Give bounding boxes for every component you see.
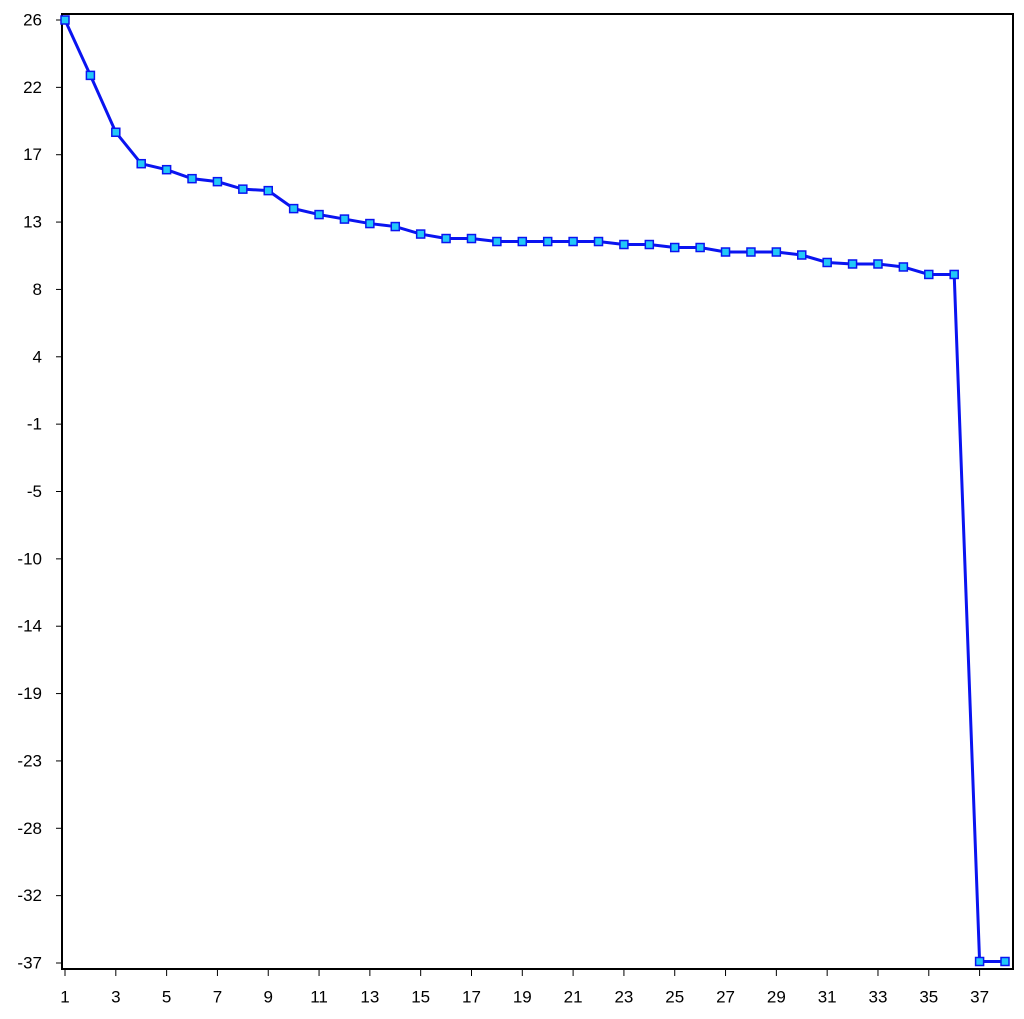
x-tick-label: 15 xyxy=(411,987,430,1006)
x-tick-label: 11 xyxy=(310,987,328,1006)
point-marker xyxy=(288,203,299,214)
point-marker xyxy=(517,236,528,247)
point-marker xyxy=(898,262,909,272)
y-tick-label: -5 xyxy=(27,482,42,501)
plot-frame xyxy=(61,13,1014,970)
x-tick-label: 1 xyxy=(60,987,69,1006)
y-tick-label: 26 xyxy=(23,10,42,29)
point-marker xyxy=(466,233,477,244)
y-tick-label: 22 xyxy=(23,78,42,97)
point-marker xyxy=(60,15,70,25)
x-tick-label: 9 xyxy=(264,987,273,1006)
point-marker xyxy=(669,242,680,253)
x-tick-label: 25 xyxy=(665,987,684,1006)
x-tick-label: 13 xyxy=(360,987,379,1006)
point-marker xyxy=(771,247,782,257)
point-marker xyxy=(822,257,832,268)
point-marker xyxy=(873,259,883,269)
point-marker xyxy=(339,214,350,224)
point-marker xyxy=(415,229,426,239)
y-tick-label: -14 xyxy=(17,617,42,636)
point-marker xyxy=(593,236,604,247)
point-marker xyxy=(187,173,197,184)
x-tick-label: 3 xyxy=(111,987,120,1006)
x-tick-label: 23 xyxy=(614,987,633,1006)
point-marker xyxy=(85,70,96,81)
x-tick-label: 37 xyxy=(970,987,989,1006)
point-marker xyxy=(136,158,146,169)
y-tick-label: -1 xyxy=(27,415,42,434)
y-tick-label: -28 xyxy=(17,819,42,838)
x-tick-label: 29 xyxy=(767,987,786,1006)
y-tick-label: 4 xyxy=(33,347,42,366)
point-marker xyxy=(797,250,807,260)
x-tick-label: 33 xyxy=(869,987,888,1006)
y-tick-label: -32 xyxy=(17,886,42,905)
point-marker xyxy=(924,269,934,280)
point-marker xyxy=(161,164,172,175)
point-marker xyxy=(847,259,858,269)
point-marker xyxy=(1000,956,1010,967)
point-marker xyxy=(949,269,959,280)
y-tick-label: 17 xyxy=(23,145,42,164)
y-tick-label: 13 xyxy=(23,213,42,232)
x-tick-label: 31 xyxy=(818,987,837,1006)
x-tick-label: 35 xyxy=(919,987,938,1006)
point-marker xyxy=(695,242,705,253)
y-tick-label: -19 xyxy=(17,684,42,703)
point-marker xyxy=(492,236,502,247)
point-marker xyxy=(619,239,629,250)
y-tick-label: 8 xyxy=(33,280,42,299)
x-tick-label: 21 xyxy=(564,987,583,1006)
point-marker xyxy=(720,247,731,257)
x-tick-label: 19 xyxy=(513,987,532,1006)
point-marker xyxy=(212,176,223,187)
point-marker xyxy=(111,127,121,138)
x-tick-label: 7 xyxy=(213,987,222,1006)
point-marker xyxy=(238,184,248,194)
series-line xyxy=(63,19,1005,964)
point-marker xyxy=(746,247,756,257)
point-marker xyxy=(365,218,375,229)
y-tick-label: -37 xyxy=(17,953,42,972)
y-tick-label: -23 xyxy=(17,751,42,770)
point-marker xyxy=(441,233,451,244)
y-tick-label: -10 xyxy=(17,549,42,568)
point-marker xyxy=(974,956,985,967)
x-tick-label: 5 xyxy=(162,987,171,1006)
point-marker xyxy=(568,236,578,247)
point-marker xyxy=(314,209,324,220)
x-tick-label: 17 xyxy=(462,987,481,1006)
point-marker xyxy=(263,185,273,196)
point-marker xyxy=(644,239,655,250)
point-marker xyxy=(542,236,553,247)
point-marker xyxy=(390,221,401,232)
x-tick-label: 27 xyxy=(716,987,735,1006)
